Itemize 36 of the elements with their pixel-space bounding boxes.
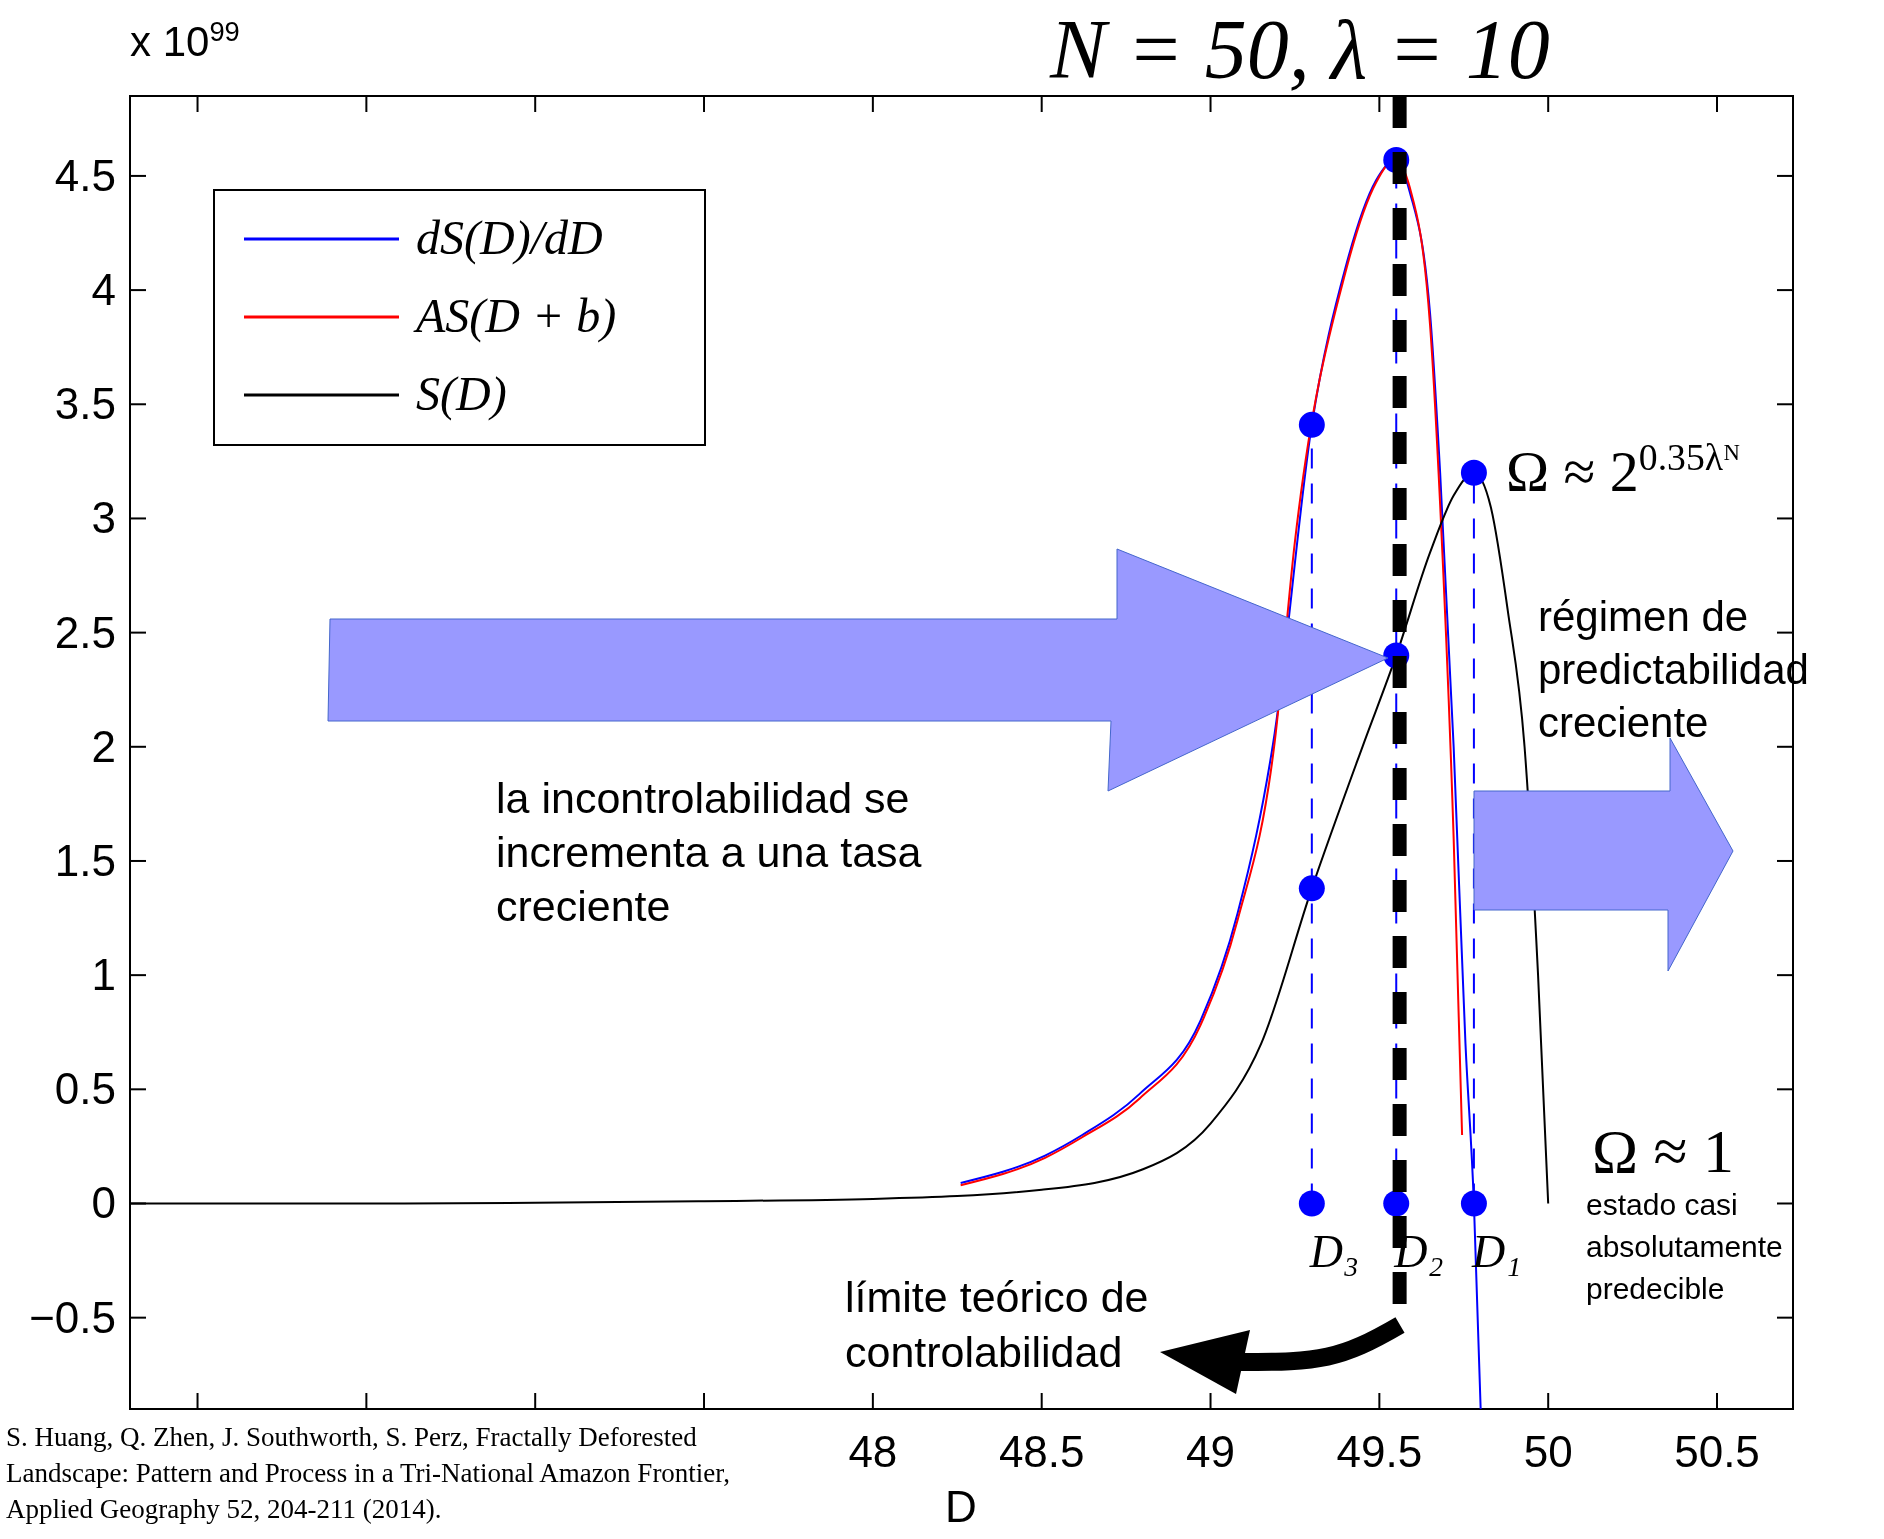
y-tick-label: 1: [91, 950, 116, 1000]
annotation: estado casi absolutamente predecible: [1586, 1188, 1783, 1305]
x-tick-label: 49: [1186, 1427, 1235, 1476]
x-axis-title: D: [945, 1482, 977, 1531]
x-tick-label: 50: [1523, 1427, 1573, 1476]
legend-label: S(D): [416, 367, 507, 421]
text: x 10$^{99}$: [130, 15, 240, 65]
point: [1298, 1190, 1325, 1217]
point: [1460, 459, 1487, 486]
x-tick-label: 48: [848, 1427, 898, 1476]
chart-title: N = 50, λ = 10: [1049, 3, 1550, 96]
annotation: límite teórico de controlabilidad: [845, 1273, 1149, 1376]
y-tick-label: 0.5: [54, 1064, 116, 1114]
y-tick-label: 0: [91, 1178, 116, 1228]
point: [1383, 1190, 1410, 1217]
x-tick-label: 50.5: [1674, 1427, 1760, 1476]
annotation: D₃: [1308, 1226, 1360, 1278]
point: [1298, 875, 1325, 902]
x-tick-label: 48.5: [998, 1427, 1085, 1476]
x-tick-label: 49.5: [1336, 1427, 1423, 1476]
annotation: la incontrolabilidad se incrementa a una tasa creciente: [496, 774, 922, 930]
annotation: Ω ≈ 1: [1592, 1117, 1735, 1185]
y-tick-label: 4: [91, 265, 116, 315]
y-tick-label: 3: [91, 493, 116, 543]
point: [1298, 411, 1325, 438]
y-tick-label: 1.5: [54, 835, 116, 885]
y-tick-label: 4.5: [54, 150, 116, 200]
y-tick-label: 2.5: [54, 607, 116, 657]
y-tick-label: 3.5: [54, 379, 116, 429]
y-tick-label: 2: [91, 721, 116, 771]
point: [1460, 1190, 1487, 1217]
annotation: Ω ≈ 2$^{0.35λᴺ}$: [1505, 435, 1741, 504]
legend-label: dS(D)/dD: [416, 211, 603, 265]
text: S. Huang, Q. Zhen, J. Southworth, S. Perz, Fractally Deforested Landscape: Pattern and Process in a Tri-National Amazon Frontier, Applied Geography 52, 204-211 (2014).: [6, 1422, 731, 1524]
y-tick-label: −0.5: [29, 1292, 116, 1342]
legend-label: AS(D + b): [413, 289, 617, 343]
